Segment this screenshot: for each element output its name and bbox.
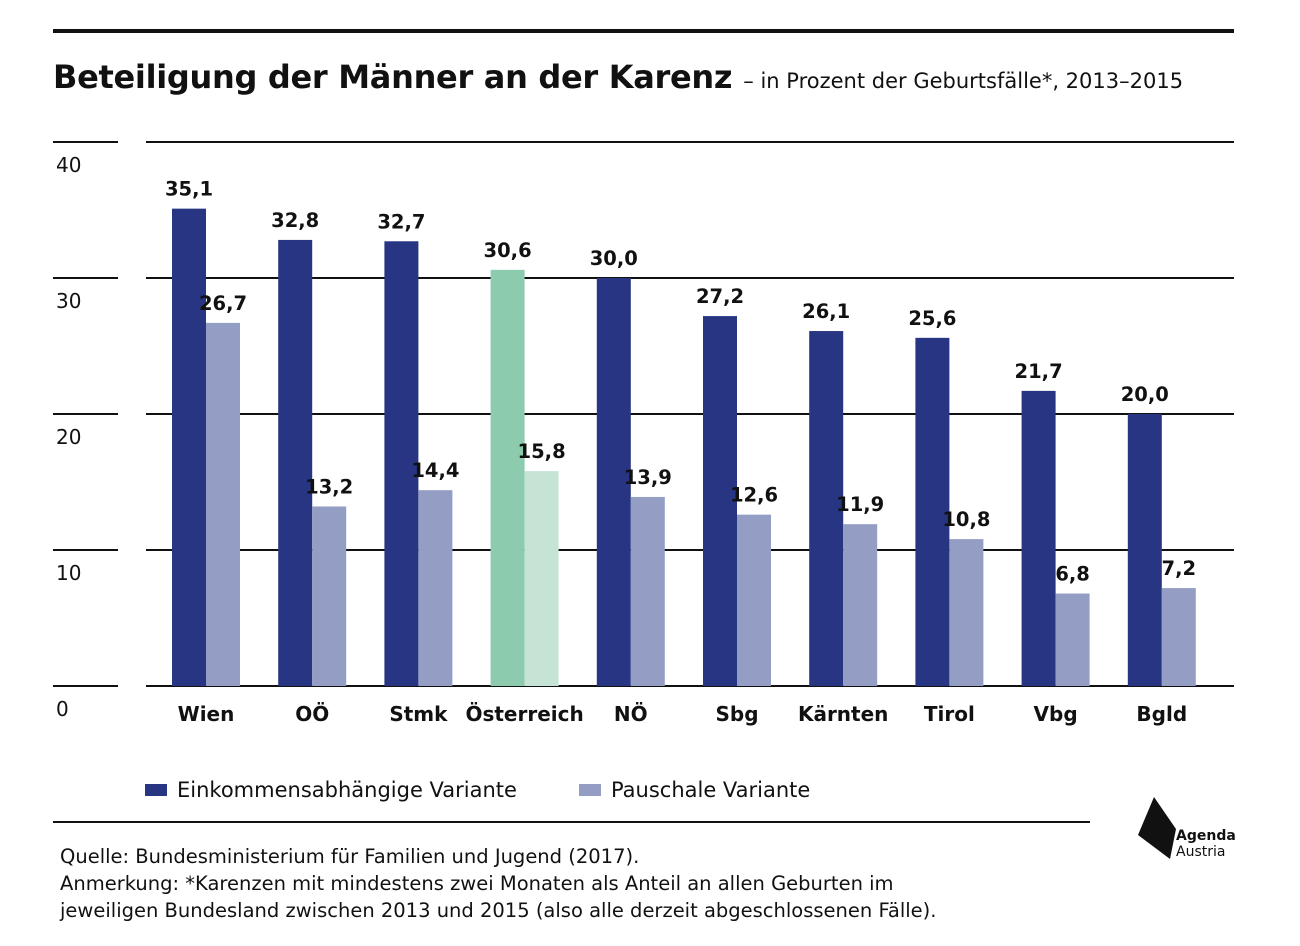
data-label-series1-cat3: 30,6: [484, 239, 532, 262]
data-label-series2-cat6: 11,9: [836, 493, 884, 516]
data-label-series1-cat4: 30,0: [590, 247, 638, 270]
data-label-series2-cat8: 6,8: [1055, 563, 1090, 586]
bar-series1-cat1: [278, 239, 313, 687]
top-rule: [53, 29, 1234, 33]
bar-series1-cat5: [703, 316, 737, 686]
remark-note-line2: jeweiligen Bundesland zwischen 2013 und …: [60, 899, 937, 922]
y-tick-label-0: 0: [56, 697, 69, 721]
data-label-series1-cat0: 35,1: [165, 178, 213, 201]
bar-series2-cat4: [630, 496, 665, 686]
footnote: Quelle: Bundesministerium für Familien u…: [60, 843, 936, 924]
data-label-series1-cat5: 27,2: [696, 285, 744, 308]
legend-item-series1: Einkommensabhängige Variante: [145, 778, 517, 802]
x-category-label-cat5: Sbg: [715, 702, 758, 726]
data-label-series2-cat9: 7,2: [1162, 557, 1197, 580]
x-category-label-cat3: Österreich: [465, 702, 583, 726]
source-note: Quelle: Bundesministerium für Familien u…: [60, 845, 640, 868]
x-category-label-cat1: OÖ: [295, 702, 329, 726]
agenda-austria-logo-icon: [1138, 797, 1176, 859]
bar-series2-cat0: [206, 322, 240, 686]
legend-label-series1: Einkommensabhängige Variante: [177, 778, 517, 802]
bar-series2-cat8: [1055, 593, 1090, 686]
legend-label-series2: Pauschale Variante: [610, 778, 811, 802]
data-label-series2-cat2: 14,4: [411, 459, 459, 482]
logo-line2: Austria: [1176, 844, 1226, 860]
bar-series2-cat9: [1161, 588, 1196, 686]
bar-series1-cat8: [1021, 390, 1056, 686]
x-category-label-cat4: NÖ: [614, 702, 648, 726]
bar-series1-cat9: [1127, 414, 1162, 686]
y-tick-label-30: 30: [56, 289, 81, 313]
y-tick-label-40: 40: [56, 153, 81, 177]
data-label-series1-cat1: 32,8: [271, 209, 319, 232]
x-category-label-cat9: Bgld: [1136, 702, 1187, 726]
data-label-series2-cat1: 13,2: [305, 475, 353, 498]
y-tick-label-20: 20: [56, 425, 81, 449]
bottom-rule: [53, 821, 1090, 823]
x-category-label-cat0: Wien: [178, 702, 235, 726]
bar-series1-cat0: [172, 208, 206, 686]
data-label-series2-cat0: 26,7: [199, 292, 247, 315]
logo-text: Agenda Austria: [1176, 828, 1236, 860]
data-label-series1-cat9: 20,0: [1121, 383, 1169, 406]
bar-series2-cat3: [524, 471, 559, 686]
x-category-label-cat7: Tirol: [924, 702, 975, 726]
data-label-series1-cat2: 32,7: [377, 210, 425, 233]
legend-item-series2: Pauschale Variante: [578, 778, 811, 802]
logo-line1: Agenda: [1176, 828, 1236, 844]
y-tick-label-10: 10: [56, 561, 81, 585]
data-label-series2-cat5: 12,6: [730, 484, 778, 507]
legend-swatch-series2: [578, 784, 601, 796]
chart-title-row: Beteiligung der Männer an der Karenz – i…: [53, 58, 1183, 96]
data-label-series2-cat4: 13,9: [624, 466, 672, 489]
bar-series2-cat2: [418, 490, 453, 686]
data-label-series2-cat3: 15,8: [518, 440, 566, 463]
bar-series1-cat7: [915, 337, 950, 686]
data-label-series1-cat6: 26,1: [802, 300, 850, 323]
remark-note-line1: Anmerkung: *Karenzen mit mindestens zwei…: [60, 872, 894, 895]
bar-series1-cat2: [384, 241, 419, 686]
bar-chart: 0 10 20 30 40 35,1 26,7 Wien 32,8 13,2 OÖ 32,7 14,4 S…: [53, 141, 1234, 726]
legend: Einkommensabhängige Variante Pauschale V…: [145, 778, 872, 802]
chart-subtitle: – in Prozent der Geburtsfälle*, 2013–201…: [743, 69, 1184, 93]
chart-title: Beteiligung der Männer an der Karenz: [53, 58, 733, 96]
bar-series1-cat6: [809, 331, 844, 686]
x-category-label-cat8: Vbg: [1034, 702, 1078, 726]
x-category-label-cat6: Kärnten: [798, 702, 888, 726]
bar-series2-cat6: [843, 524, 878, 686]
bar-series1-cat4: [596, 278, 631, 686]
x-category-label-cat2: Stmk: [389, 702, 448, 726]
bar-series1-cat3: [490, 269, 525, 686]
legend-swatch-series1: [145, 784, 167, 796]
bar-series2-cat5: [737, 514, 771, 686]
bar-series2-cat1: [312, 506, 347, 686]
data-label-series2-cat7: 10,8: [942, 508, 990, 531]
bar-series2-cat7: [949, 539, 984, 686]
data-label-series1-cat7: 25,6: [908, 307, 956, 330]
data-label-series1-cat8: 21,7: [1015, 360, 1063, 383]
